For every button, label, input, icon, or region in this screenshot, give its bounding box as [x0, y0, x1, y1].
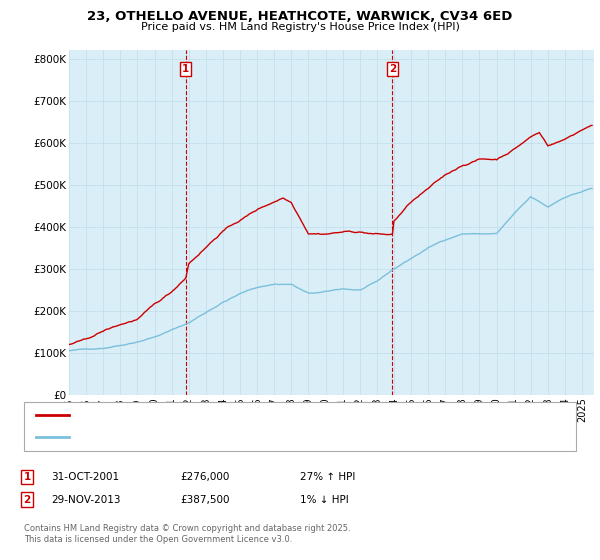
Text: £276,000: £276,000	[180, 472, 229, 482]
Text: £387,500: £387,500	[180, 494, 229, 505]
Text: 1: 1	[23, 472, 31, 482]
Text: Price paid vs. HM Land Registry's House Price Index (HPI): Price paid vs. HM Land Registry's House …	[140, 22, 460, 32]
Text: 27% ↑ HPI: 27% ↑ HPI	[300, 472, 355, 482]
Text: 31-OCT-2001: 31-OCT-2001	[51, 472, 119, 482]
Text: 2: 2	[389, 64, 396, 74]
Text: 1% ↓ HPI: 1% ↓ HPI	[300, 494, 349, 505]
Text: Contains HM Land Registry data © Crown copyright and database right 2025.
This d: Contains HM Land Registry data © Crown c…	[24, 524, 350, 544]
Text: 2: 2	[23, 494, 31, 505]
Text: 29-NOV-2013: 29-NOV-2013	[51, 494, 121, 505]
Text: 1: 1	[182, 64, 190, 74]
Text: HPI: Average price, detached house, Warwick: HPI: Average price, detached house, Warw…	[78, 432, 299, 442]
Text: 23, OTHELLO AVENUE, HEATHCOTE, WARWICK, CV34 6ED (detached house): 23, OTHELLO AVENUE, HEATHCOTE, WARWICK, …	[78, 410, 448, 421]
Text: 23, OTHELLO AVENUE, HEATHCOTE, WARWICK, CV34 6ED: 23, OTHELLO AVENUE, HEATHCOTE, WARWICK, …	[88, 10, 512, 23]
